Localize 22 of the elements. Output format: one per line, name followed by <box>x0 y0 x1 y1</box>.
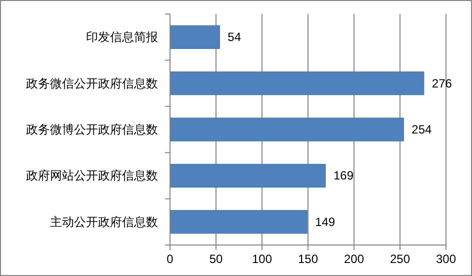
bar <box>170 210 308 234</box>
bar <box>170 164 326 188</box>
y-tick-label: 政务微博公开政府信息数 <box>26 122 158 136</box>
x-tick-label: 50 <box>209 252 223 266</box>
data-label: 169 <box>333 168 354 183</box>
x-tick-label: 250 <box>390 252 410 266</box>
bar <box>170 72 424 96</box>
data-label: 276 <box>432 76 452 90</box>
x-tick-label: 300 <box>436 252 456 266</box>
data-label: 149 <box>315 214 336 229</box>
x-tick-label: 0 <box>166 252 174 266</box>
y-tick-label: 主动公开政府信息数 <box>50 214 158 229</box>
data-label: 54 <box>228 30 242 44</box>
y-tick-label: 政务微信公开政府信息数 <box>26 76 158 90</box>
x-tick-label: 100 <box>252 252 272 266</box>
data-label: 254 <box>412 122 432 136</box>
bar <box>170 25 220 49</box>
x-tick-label: 150 <box>298 252 318 266</box>
bar <box>170 118 404 142</box>
y-tick-label: 印发信息简报 <box>86 30 158 44</box>
x-tick-label: 200 <box>344 252 364 266</box>
y-tick-label: 政府网站公开政府信息数 <box>26 168 158 183</box>
